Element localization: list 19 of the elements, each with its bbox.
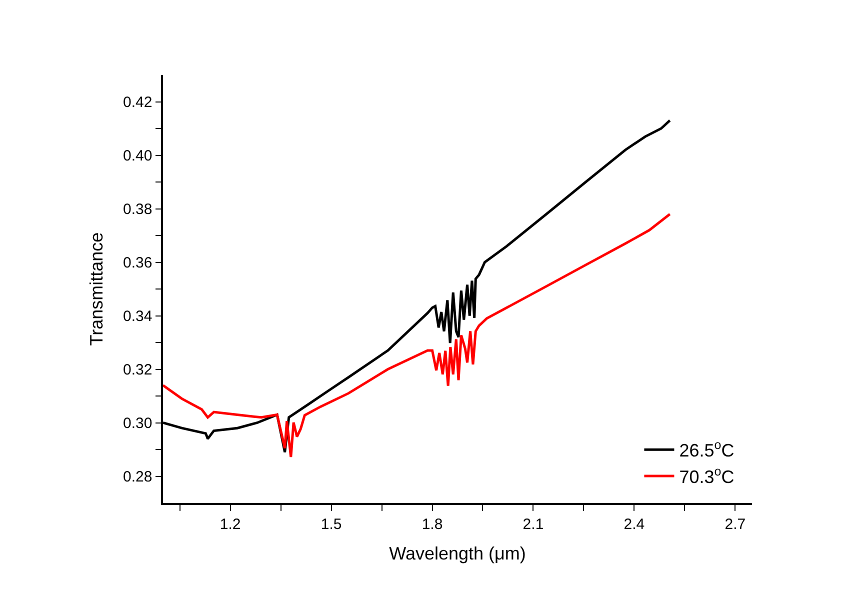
x-tick-label: 1.5 [320, 516, 342, 533]
x-tick-label: 2.7 [724, 516, 746, 533]
legend-label: 26.5$^{o}$C [679, 438, 734, 461]
legend-label: 70.3$^{o}$C [679, 464, 734, 488]
y-tick-label: 0.32 [123, 362, 152, 378]
y-tick-label: 0.40 [123, 148, 152, 164]
x-tick-label: 2.4 [624, 516, 645, 533]
x-tick-label: 1.2 [220, 516, 241, 533]
x-tick-label: 2.1 [522, 516, 544, 533]
y-tick-label: 0.28 [123, 468, 152, 486]
y-tick-label: 0.42 [123, 94, 152, 111]
line-series [163, 212, 672, 458]
y-tick-label: 0.34 [123, 308, 152, 325]
x-axis-title: Wavelength (μm) [389, 543, 526, 564]
y-tick-label: 0.30 [123, 415, 152, 432]
y-tick-label: 0.38 [123, 201, 152, 218]
x-tick-label: 1.8 [422, 516, 443, 533]
y-axis-title: Transmittance [86, 232, 107, 346]
y-tick-label: 0.36 [123, 254, 152, 272]
